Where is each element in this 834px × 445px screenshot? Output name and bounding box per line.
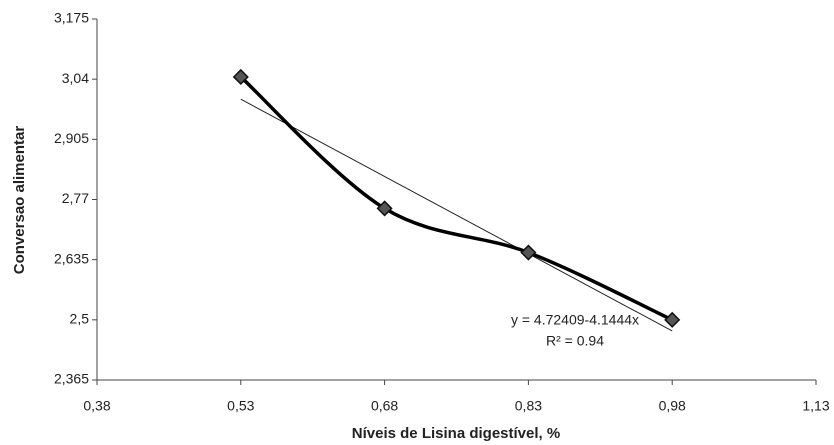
x-tick-label: 0,98 — [659, 398, 686, 414]
x-axis-title: Níveis de Lisina digestível, % — [352, 425, 560, 442]
x-tick-label: 1,13 — [802, 398, 829, 414]
trendline-equation: y = 4.72409-4.1444x — [511, 312, 639, 328]
trendline — [240, 98, 673, 332]
data-point — [232, 68, 249, 85]
data-point — [376, 200, 393, 217]
x-tick-label: 0,83 — [515, 398, 542, 414]
y-tick-label: 2,905 — [54, 130, 89, 146]
y-axis-title: Conversao alimentar — [11, 126, 28, 275]
x-tick-label: 0,53 — [227, 398, 254, 414]
data-point — [664, 311, 681, 328]
y-tick-label: 2,365 — [54, 371, 89, 387]
y-tick-label: 3,175 — [54, 10, 89, 26]
x-tick-label: 0,38 — [83, 398, 110, 414]
r-squared: R² = 0.94 — [546, 333, 604, 349]
y-tick-label: 2,77 — [62, 190, 89, 206]
y-tick-label: 2,635 — [54, 250, 89, 266]
x-tick-label: 0,68 — [371, 398, 398, 414]
y-tick-label: 2,5 — [70, 311, 90, 327]
y-tick-label: 3,04 — [62, 70, 89, 86]
series-line — [239, 75, 673, 322]
data-point — [520, 244, 537, 261]
